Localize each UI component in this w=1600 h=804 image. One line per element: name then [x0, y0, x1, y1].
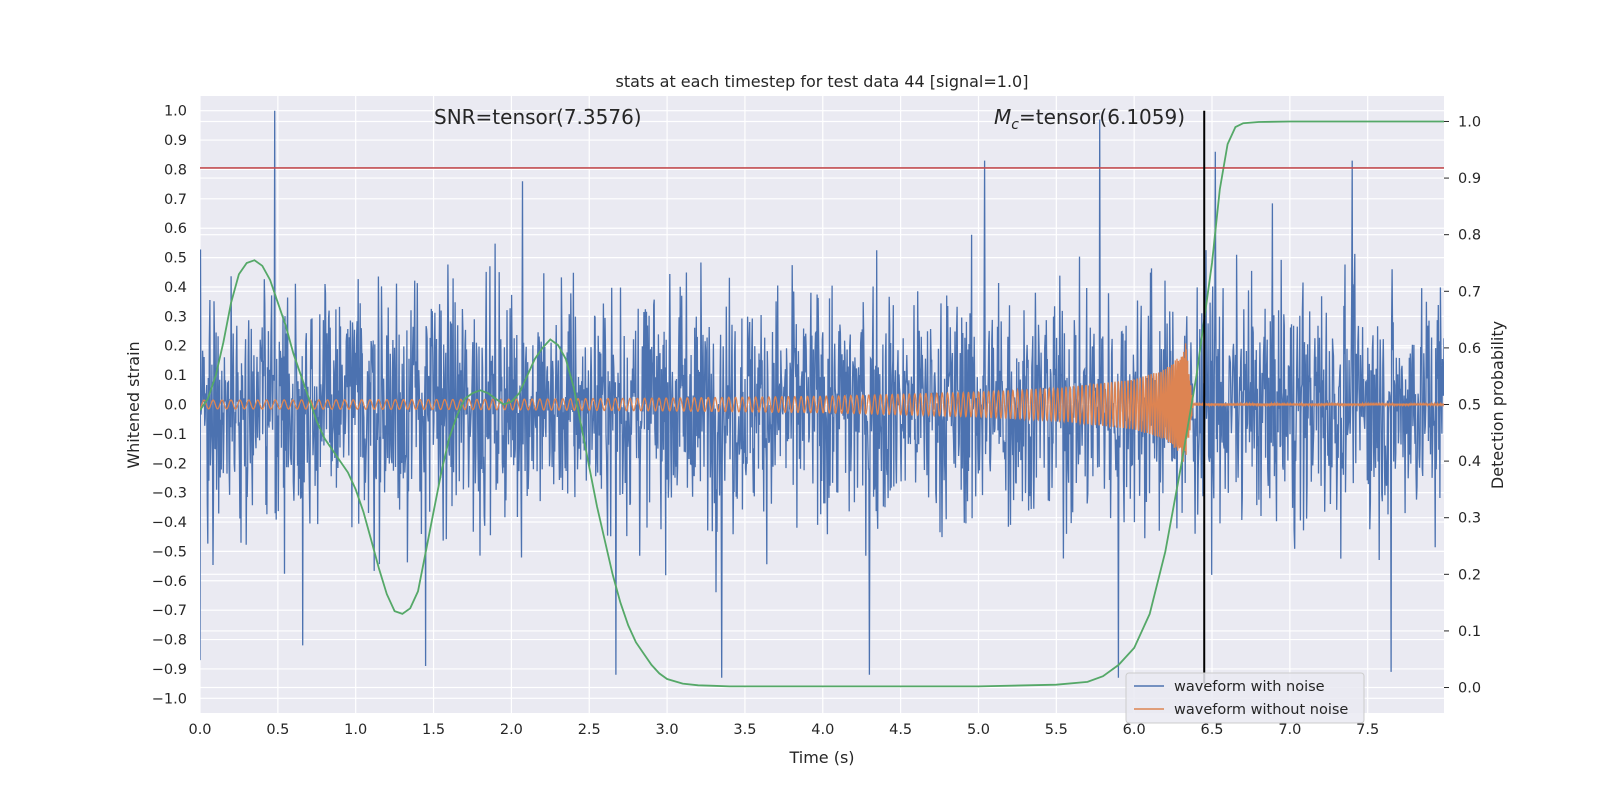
- y-tick-label: 0.3: [164, 309, 187, 325]
- legend: waveform with noise waveform without noi…: [1125, 672, 1365, 724]
- x-tick-label: 3.0: [656, 722, 679, 738]
- y2-tick-label: 0.1: [1458, 624, 1481, 640]
- x-tick-label: 1.0: [344, 722, 367, 738]
- mc-annotation: Mc=tensor(6.1059): [994, 105, 1185, 133]
- x-tick-label: 3.5: [733, 722, 756, 738]
- y2-tick-label: 0.5: [1458, 398, 1481, 414]
- y-tick-label: 0.7: [164, 192, 187, 208]
- chart-title: stats at each timestep for test data 44 …: [616, 72, 1029, 91]
- y2-tick-label: 0.4: [1458, 454, 1481, 470]
- x-tick-label: 4.5: [889, 722, 912, 738]
- reference-lines: [200, 110, 1444, 684]
- y-tick-label: 0.4: [164, 280, 187, 296]
- y-tick-label: −0.8: [152, 633, 187, 649]
- y2-tick-label: 0.2: [1458, 567, 1481, 583]
- y2-tick-label: 0.8: [1458, 228, 1481, 244]
- y-tick-label: −0.3: [152, 486, 187, 502]
- x-tick-label: 4.0: [811, 722, 834, 738]
- x-tick-label: 1.5: [422, 722, 445, 738]
- y-axis-label: Whitened strain: [124, 341, 143, 468]
- y-tick-label: −0.2: [152, 456, 187, 472]
- x-tick-label: 6.5: [1200, 722, 1223, 738]
- y-tick-label: −0.9: [152, 662, 187, 678]
- y-tick-label: −0.5: [152, 544, 187, 560]
- y2-axis-ticks: 1.0 0.9 0.8 0.7 0.6 0.5 0.4 0.3 0.2 0.1 0.0: [1444, 114, 1481, 697]
- y2-axis-label: Detection probability: [1488, 321, 1507, 489]
- legend-label-noisy: waveform with noise: [1174, 679, 1325, 695]
- x-axis-label: Time (s): [788, 748, 854, 767]
- x-axis-ticks: 0.0 0.5 1.0 1.5 2.0 2.5 3.0 3.5 4.0 4.5 5.0 5.5 6.0 6…: [188, 722, 1379, 738]
- legend-label-clean: waveform without noise: [1174, 702, 1348, 718]
- y-tick-label: 0.2: [164, 339, 187, 355]
- legend-box: [1125, 672, 1365, 724]
- y-tick-label: 0.8: [164, 162, 187, 178]
- mc-subscript: c: [1011, 117, 1019, 133]
- y-tick-label: 1.0: [164, 104, 187, 120]
- y-tick-label: −0.4: [152, 515, 187, 531]
- y-tick-label: 0.0: [164, 398, 187, 414]
- y-tick-label: −0.6: [152, 574, 187, 590]
- x-tick-label: 6.0: [1123, 722, 1146, 738]
- x-tick-label: 7.0: [1278, 722, 1301, 738]
- y-tick-label: −1.0: [152, 691, 187, 707]
- y2-tick-label: 0.7: [1458, 284, 1481, 300]
- y-tick-label: 0.6: [164, 221, 187, 237]
- y-axis-ticks: 1.0 0.9 0.8 0.7 0.6 0.5 0.4 0.3 0.2 0.1 0.0 −0.1 −0.…: [152, 104, 187, 708]
- data-layer: [200, 110, 1444, 688]
- y-tick-label: −0.1: [152, 427, 187, 443]
- x-tick-label: 7.5: [1356, 722, 1379, 738]
- y-tick-label: 0.1: [164, 368, 187, 384]
- x-tick-label: 0.5: [266, 722, 289, 738]
- y2-tick-label: 1.0: [1458, 114, 1481, 130]
- x-tick-label: 5.0: [967, 722, 990, 738]
- y-tick-label: −0.7: [152, 603, 187, 619]
- y2-tick-label: 0.9: [1458, 171, 1481, 187]
- x-tick-label: 2.5: [578, 722, 601, 738]
- y-tick-label: 0.5: [164, 251, 187, 267]
- x-tick-label: 5.5: [1045, 722, 1068, 738]
- clean-waveform-line: [200, 343, 1444, 462]
- detection-probability-line: [200, 120, 1444, 688]
- y-tick-label: 0.9: [164, 133, 187, 149]
- x-tick-label: 2.0: [500, 722, 523, 738]
- snr-annotation: SNR=tensor(7.3576): [434, 105, 642, 129]
- y2-tick-label: 0.0: [1458, 681, 1481, 697]
- y2-tick-label: 0.6: [1458, 341, 1481, 357]
- mc-value: =tensor(6.1059): [1019, 105, 1185, 129]
- mc-symbol: M: [994, 105, 1011, 129]
- y2-tick-label: 0.3: [1458, 511, 1481, 527]
- x-tick-label: 0.0: [188, 722, 211, 738]
